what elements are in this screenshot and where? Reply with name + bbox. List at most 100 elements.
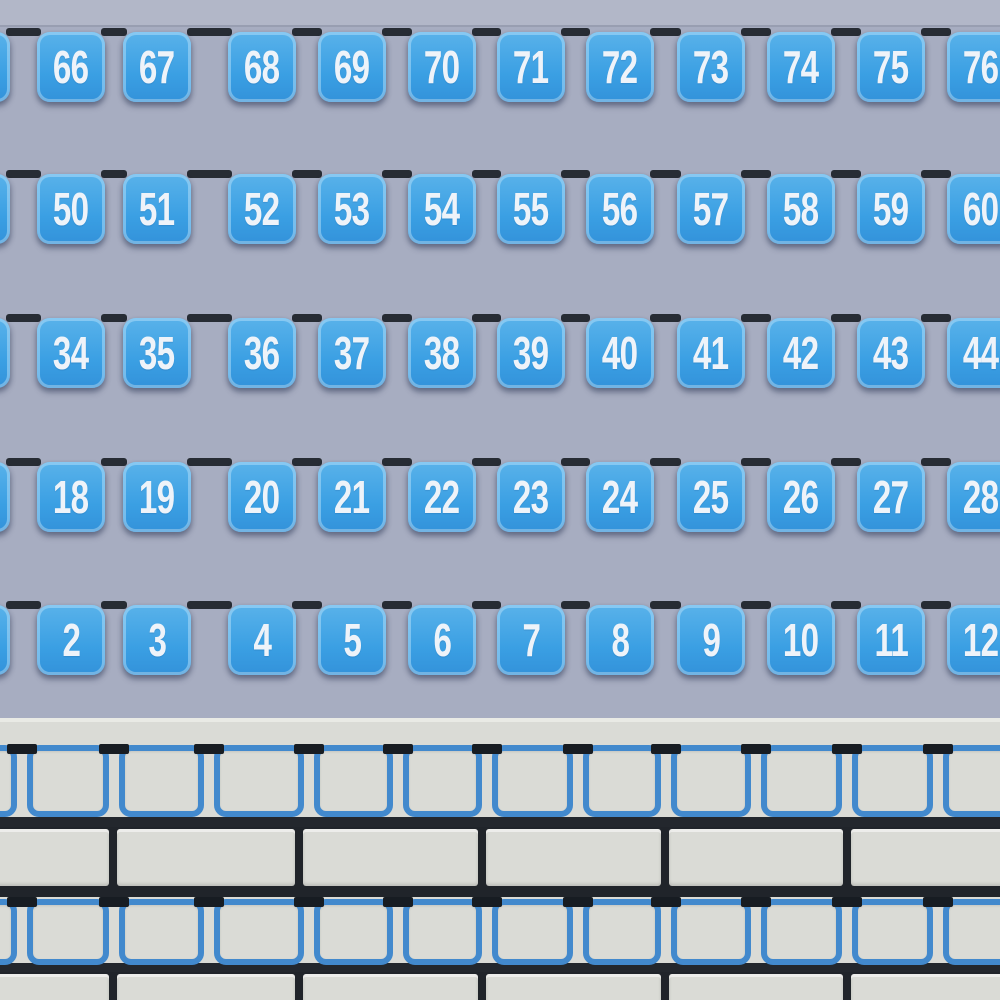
number-tile[interactable]: 3 — [123, 605, 191, 675]
number-tile[interactable]: 28 — [947, 462, 1000, 532]
number-tile[interactable]: 75 — [857, 32, 925, 102]
tile-slot[interactable] — [27, 745, 109, 817]
number-tile[interactable]: 39 — [497, 318, 565, 388]
number-tile[interactable]: 4 — [228, 605, 296, 675]
rail-peg — [831, 458, 861, 466]
tile-slot[interactable] — [403, 745, 482, 817]
number-tile[interactable]: 40 — [586, 318, 654, 388]
number-tile[interactable]: 67 — [123, 32, 191, 102]
tile-slot[interactable] — [492, 745, 573, 817]
number-tile[interactable]: 20 — [228, 462, 296, 532]
number-tile[interactable]: 53 — [318, 174, 386, 244]
slot-peg — [7, 744, 37, 754]
number-tile[interactable]: 7 — [497, 605, 565, 675]
rail-peg — [650, 458, 681, 466]
number-tile[interactable]: 18 — [37, 462, 105, 532]
number-tile[interactable]: 58 — [767, 174, 835, 244]
number-tile[interactable]: 74 — [767, 32, 835, 102]
tile-slot[interactable] — [943, 745, 1000, 817]
tile-slot[interactable] — [119, 899, 204, 965]
number-tile[interactable]: 76 — [947, 32, 1000, 102]
tile-slot[interactable] — [214, 745, 304, 817]
number-tile[interactable]: 23 — [497, 462, 565, 532]
number-tile[interactable]: 25 — [677, 462, 745, 532]
tile-slot[interactable] — [852, 745, 933, 817]
tile-slot[interactable] — [314, 745, 393, 817]
number-tile[interactable]: 27 — [857, 462, 925, 532]
number-tile[interactable]: 34 — [37, 318, 105, 388]
number-tile[interactable]: 22 — [408, 462, 476, 532]
number-tile[interactable]: 5 — [318, 605, 386, 675]
number-tile[interactable]: 56 — [586, 174, 654, 244]
number-tile[interactable]: 26 — [767, 462, 835, 532]
number-tile[interactable]: 9 — [677, 605, 745, 675]
number-tile[interactable]: 50 — [37, 174, 105, 244]
number-tile-partial[interactable] — [0, 318, 10, 388]
number-tile-partial[interactable] — [0, 462, 10, 532]
number-tile[interactable]: 8 — [586, 605, 654, 675]
number-tile[interactable]: 69 — [318, 32, 386, 102]
number-tile[interactable]: 11 — [857, 605, 925, 675]
rail-peg — [741, 28, 771, 36]
rail-peg — [6, 601, 41, 609]
tile-number: 67 — [139, 41, 175, 93]
rail-peg — [921, 314, 951, 322]
number-tile[interactable]: 38 — [408, 318, 476, 388]
number-tile[interactable]: 36 — [228, 318, 296, 388]
wall-top-edge — [0, 718, 1000, 722]
tile-slot[interactable] — [943, 899, 1000, 965]
tile-slot[interactable] — [314, 899, 393, 965]
tile-slot[interactable] — [761, 745, 842, 817]
tile-slot[interactable] — [671, 899, 751, 965]
tile-slot[interactable] — [214, 899, 304, 965]
number-tile[interactable]: 6 — [408, 605, 476, 675]
number-tile[interactable]: 35 — [123, 318, 191, 388]
tile-slot[interactable] — [852, 899, 933, 965]
number-tile[interactable]: 70 — [408, 32, 476, 102]
wall-brick — [117, 829, 295, 886]
number-tile[interactable]: 44 — [947, 318, 1000, 388]
number-tile[interactable]: 59 — [857, 174, 925, 244]
number-tile[interactable]: 52 — [228, 174, 296, 244]
number-tile[interactable]: 24 — [586, 462, 654, 532]
number-tile[interactable]: 43 — [857, 318, 925, 388]
tile-slot[interactable] — [761, 899, 842, 965]
number-tile[interactable]: 73 — [677, 32, 745, 102]
number-tile[interactable]: 71 — [497, 32, 565, 102]
number-tile[interactable]: 12 — [947, 605, 1000, 675]
number-tile[interactable]: 19 — [123, 462, 191, 532]
tile-slot[interactable] — [403, 899, 482, 965]
number-tile[interactable]: 54 — [408, 174, 476, 244]
tile-number: 12 — [963, 614, 999, 666]
wall-brick — [486, 829, 661, 886]
tile-slot[interactable] — [119, 745, 204, 817]
number-tile[interactable]: 68 — [228, 32, 296, 102]
number-tile[interactable]: 57 — [677, 174, 745, 244]
number-tile[interactable]: 72 — [586, 32, 654, 102]
number-tile-partial[interactable] — [0, 605, 10, 675]
number-tile[interactable]: 37 — [318, 318, 386, 388]
number-tile[interactable]: 2 — [37, 605, 105, 675]
number-tile-partial[interactable] — [0, 174, 10, 244]
rail-peg — [187, 28, 232, 36]
number-tile-partial[interactable] — [0, 32, 10, 102]
number-tile[interactable]: 66 — [37, 32, 105, 102]
tile-slot[interactable] — [583, 745, 661, 817]
tile-slot[interactable] — [583, 899, 661, 965]
number-tile[interactable]: 55 — [497, 174, 565, 244]
tile-slot[interactable] — [0, 745, 17, 817]
tile-slot[interactable] — [671, 745, 751, 817]
rail-peg — [831, 170, 861, 178]
slot-peg — [294, 744, 324, 754]
rail-peg — [921, 28, 951, 36]
number-tile[interactable]: 21 — [318, 462, 386, 532]
number-tile[interactable]: 51 — [123, 174, 191, 244]
number-tile[interactable]: 10 — [767, 605, 835, 675]
tile-slot[interactable] — [492, 899, 573, 965]
tile-slot[interactable] — [0, 899, 17, 965]
number-tile[interactable]: 60 — [947, 174, 1000, 244]
number-tile[interactable]: 42 — [767, 318, 835, 388]
tile-slot[interactable] — [27, 899, 109, 965]
number-tile[interactable]: 41 — [677, 318, 745, 388]
